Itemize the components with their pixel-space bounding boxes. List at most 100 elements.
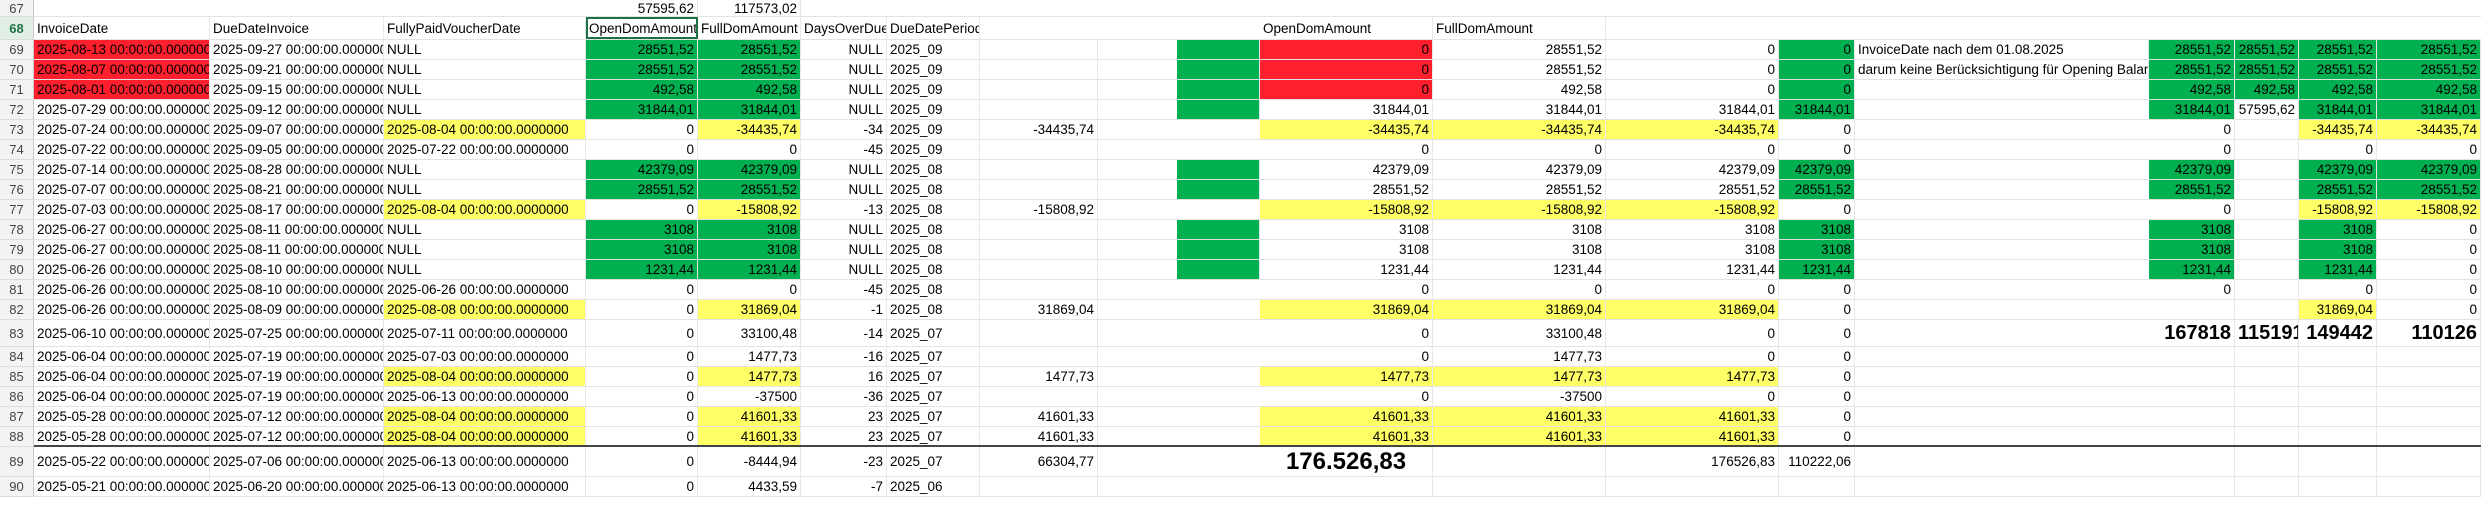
cell-d[interactable]: 0 <box>586 367 698 386</box>
cell-g[interactable]: 2025_07 <box>887 407 980 426</box>
cell-k[interactable]: 42379,09 <box>1260 160 1433 179</box>
cell-l[interactable]: 3108 <box>1433 220 1606 239</box>
row-header[interactable]: 78 <box>0 220 34 240</box>
cell-a[interactable]: 2025-05-28 00:00:00.0000000 <box>34 427 210 445</box>
cell-h[interactable] <box>980 180 1098 199</box>
row-header[interactable]: 89 <box>0 447 34 477</box>
cell-q[interactable] <box>2235 200 2299 219</box>
column-header[interactable]: DueDatePeriod <box>887 17 980 39</box>
cell-d[interactable]: 0 <box>586 140 698 159</box>
cell-h[interactable] <box>980 40 1098 59</box>
cell-q[interactable] <box>2235 300 2299 319</box>
row-header[interactable]: 90 <box>0 477 34 497</box>
cell-b[interactable]: 2025-07-19 00:00:00.0000000 <box>210 347 384 366</box>
row-header[interactable]: 82 <box>0 300 34 320</box>
cell-j[interactable] <box>1177 260 1260 279</box>
cell-f[interactable]: -45 <box>801 280 887 299</box>
cell-p[interactable] <box>2149 300 2235 319</box>
cell-k[interactable]: 176.526,83 <box>1260 447 1433 476</box>
cell-c[interactable]: 2025-06-13 00:00:00.0000000 <box>384 477 586 496</box>
cell-k[interactable] <box>1260 477 1433 496</box>
cell-k[interactable]: -15808,92 <box>1260 200 1433 219</box>
cell-g[interactable]: 2025_08 <box>887 180 980 199</box>
cell-e[interactable]: 1477,73 <box>698 367 801 386</box>
cell-q[interactable] <box>2235 240 2299 259</box>
row-header[interactable]: 67 <box>0 0 34 17</box>
row-header[interactable]: 71 <box>0 80 34 100</box>
cell-l[interactable]: 0 <box>1433 140 1606 159</box>
cell-c[interactable]: NULL <box>384 60 586 79</box>
cell-c[interactable]: NULL <box>384 100 586 119</box>
cell-g[interactable]: 2025_09 <box>887 100 980 119</box>
cell-p[interactable] <box>2149 427 2235 445</box>
cell-b[interactable]: 2025-09-07 00:00:00.0000000 <box>210 120 384 139</box>
cell-n[interactable] <box>1779 477 1855 496</box>
cell-q[interactable] <box>2235 477 2299 496</box>
cell-r[interactable]: -15808,92 <box>2299 200 2377 219</box>
cell-h[interactable] <box>980 260 1098 279</box>
cell-m[interactable]: 3108 <box>1606 240 1779 259</box>
cell-d[interactable]: 28551,52 <box>586 60 698 79</box>
note-text[interactable]: darum keine Berücksichtigung für Opening… <box>1855 60 2149 79</box>
cell-g[interactable]: 2025_09 <box>887 80 980 99</box>
cell-e[interactable]: 33100,48 <box>698 320 801 346</box>
cell-c[interactable]: 2025-06-13 00:00:00.0000000 <box>384 447 586 476</box>
cell-c[interactable]: 2025-07-22 00:00:00.0000000 <box>384 140 586 159</box>
cell-f[interactable]: NULL <box>801 40 887 59</box>
column-header[interactable]: FullDomAmount <box>698 17 801 39</box>
cell-l[interactable]: 3108 <box>1433 240 1606 259</box>
cell-s[interactable] <box>2377 427 2481 445</box>
cell-d[interactable]: 28551,52 <box>586 40 698 59</box>
cell-f[interactable]: 23 <box>801 407 887 426</box>
cell-d[interactable]: 0 <box>586 477 698 496</box>
cell-m[interactable] <box>1606 477 1779 496</box>
cell-m[interactable]: -34435,74 <box>1606 120 1779 139</box>
cell-p[interactable]: 0 <box>2149 140 2235 159</box>
cell-b[interactable]: 2025-09-27 00:00:00.0000000 <box>210 40 384 59</box>
cell-r[interactable]: 149442 <box>2299 320 2377 346</box>
cell-c[interactable]: 2025-08-04 00:00:00.0000000 <box>384 427 586 445</box>
cell-a[interactable]: 2025-07-03 00:00:00.0000000 <box>34 200 210 219</box>
cell-q[interactable] <box>2235 427 2299 445</box>
cell-c[interactable]: 2025-07-11 00:00:00.0000000 <box>384 320 586 346</box>
cell-k[interactable]: 0 <box>1260 387 1433 406</box>
cell-l[interactable]: -15808,92 <box>1433 200 1606 219</box>
cell-h[interactable]: -15808,92 <box>980 200 1098 219</box>
cell-e[interactable]: 1231,44 <box>698 260 801 279</box>
cell-n[interactable]: 42379,09 <box>1779 160 1855 179</box>
column-header[interactable]: OpenDomAmount <box>586 17 698 39</box>
cell-c[interactable]: 2025-07-03 00:00:00.0000000 <box>384 347 586 366</box>
row-header[interactable]: 76 <box>0 180 34 200</box>
cell-s[interactable] <box>2377 367 2481 386</box>
row-header[interactable]: 68 <box>0 17 34 40</box>
cell-g[interactable]: 2025_08 <box>887 260 980 279</box>
cell-h[interactable] <box>980 347 1098 366</box>
cell-f[interactable]: -34 <box>801 120 887 139</box>
cell-s[interactable]: 0 <box>2377 280 2481 299</box>
cell-d[interactable]: 0 <box>586 280 698 299</box>
cell-g[interactable]: 2025_08 <box>887 200 980 219</box>
cell-m[interactable]: 31844,01 <box>1606 100 1779 119</box>
cell-b[interactable]: 2025-07-12 00:00:00.0000000 <box>210 407 384 426</box>
cell-m[interactable]: 0 <box>1606 320 1779 346</box>
cell-l[interactable]: 1231,44 <box>1433 260 1606 279</box>
cell-p[interactable]: 28551,52 <box>2149 40 2235 59</box>
row-header[interactable]: 77 <box>0 200 34 220</box>
cell-r[interactable] <box>2299 367 2377 386</box>
cell-n[interactable]: 0 <box>1779 140 1855 159</box>
cell-e[interactable]: 28551,52 <box>698 180 801 199</box>
cell-n[interactable]: 0 <box>1779 407 1855 426</box>
cell-l[interactable]: 42379,09 <box>1433 160 1606 179</box>
cell-c[interactable]: 2025-08-04 00:00:00.0000000 <box>384 200 586 219</box>
cell-a[interactable]: 2025-07-14 00:00:00.0000000 <box>34 160 210 179</box>
cell-m[interactable]: 0 <box>1606 60 1779 79</box>
cell-j[interactable] <box>1177 220 1260 239</box>
cell-n[interactable]: 0 <box>1779 427 1855 445</box>
cell-f[interactable]: -45 <box>801 140 887 159</box>
cell-g[interactable]: 2025_09 <box>887 120 980 139</box>
sum-full-amount[interactable]: 117573,02 <box>698 0 801 16</box>
cell-k[interactable]: -34435,74 <box>1260 120 1433 139</box>
cell-h[interactable]: 31869,04 <box>980 300 1098 319</box>
cell-p[interactable] <box>2149 407 2235 426</box>
cell-s[interactable]: 28551,52 <box>2377 40 2481 59</box>
